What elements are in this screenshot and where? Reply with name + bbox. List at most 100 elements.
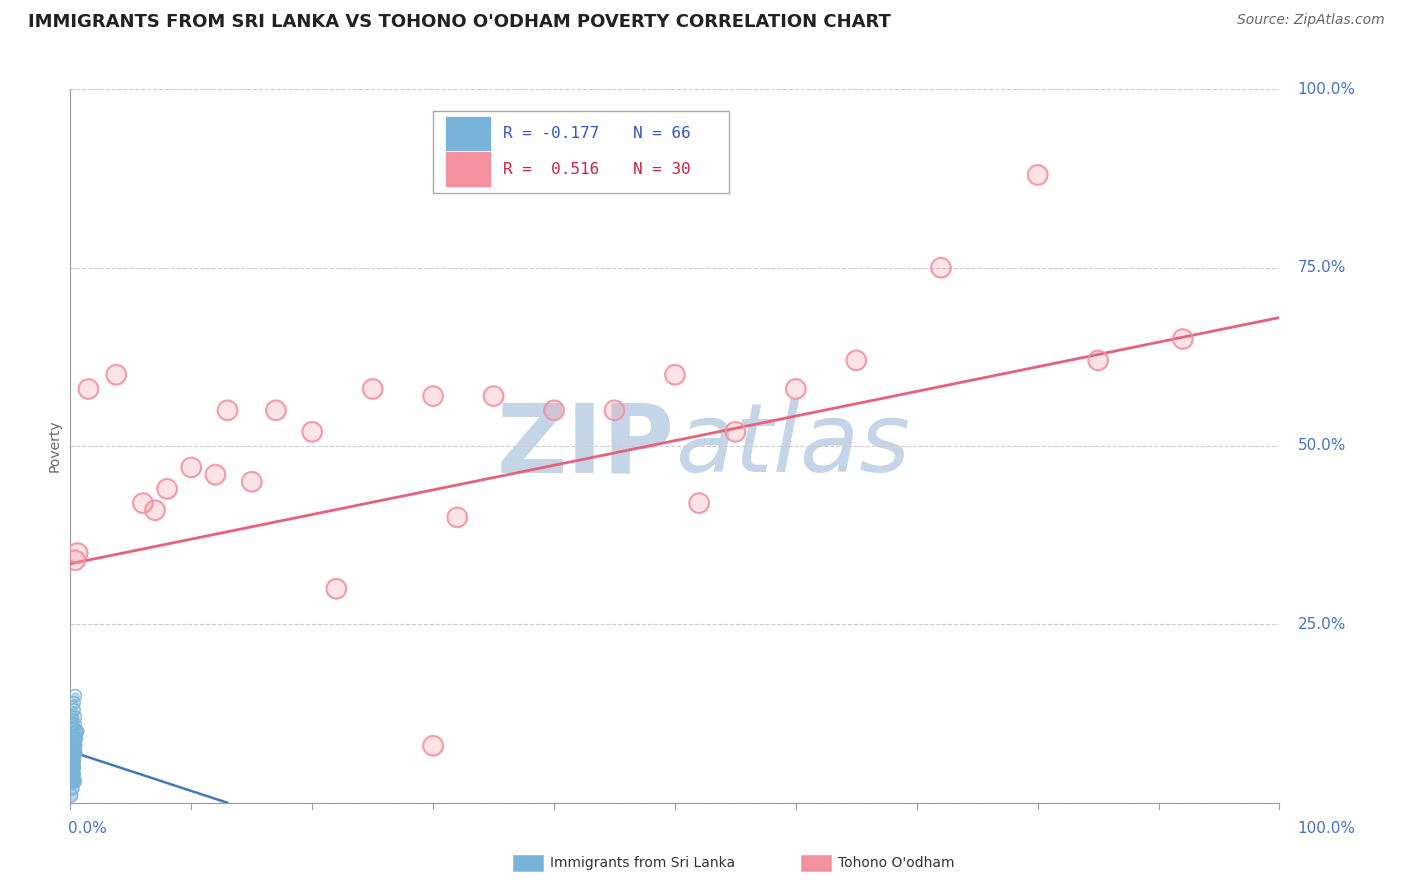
Point [301, 425, 323, 439]
Point [63, 739, 86, 753]
Point [482, 389, 505, 403]
Point [180, 460, 202, 475]
Point [63, 753, 86, 767]
Point [63, 717, 86, 731]
Point [62, 717, 84, 731]
Point [60, 774, 83, 789]
Point [63, 774, 86, 789]
Point [63, 731, 86, 746]
Point [325, 582, 347, 596]
Point [482, 389, 505, 403]
Point [62, 760, 84, 774]
Point [63, 760, 86, 774]
Point [63, 689, 86, 703]
Point [361, 382, 384, 396]
Point [1026, 168, 1049, 182]
Point [63, 753, 86, 767]
Point [240, 475, 263, 489]
Point [62, 753, 84, 767]
FancyBboxPatch shape [446, 152, 491, 187]
Point [63, 696, 86, 710]
Point [143, 503, 166, 517]
Point [77, 382, 100, 396]
Point [63, 739, 86, 753]
Point [62, 767, 84, 781]
Point [62, 717, 84, 731]
Point [62, 767, 84, 781]
Point [204, 467, 226, 482]
Point [1087, 353, 1109, 368]
Point [63, 760, 86, 774]
Point [63, 753, 86, 767]
Point [63, 739, 86, 753]
Text: Tohono O'odham: Tohono O'odham [838, 856, 955, 871]
Point [63, 696, 86, 710]
Text: 100.0%: 100.0% [1298, 821, 1355, 836]
Point [63, 689, 86, 703]
Point [63, 739, 86, 753]
Point [422, 389, 444, 403]
Point [62, 760, 84, 774]
Point [132, 496, 155, 510]
Point [785, 382, 807, 396]
Point [63, 753, 86, 767]
Point [422, 739, 444, 753]
Point [63, 774, 86, 789]
Point [63, 760, 86, 774]
Point [325, 582, 347, 596]
Point [664, 368, 686, 382]
Point [62, 760, 84, 774]
Point [105, 368, 128, 382]
Point [60, 789, 83, 803]
Point [63, 746, 86, 760]
Point [60, 789, 83, 803]
Point [63, 760, 86, 774]
Point [63, 746, 86, 760]
Point [63, 774, 86, 789]
Point [63, 731, 86, 746]
Point [62, 767, 84, 781]
Point [156, 482, 179, 496]
Point [62, 774, 84, 789]
Text: 25.0%: 25.0% [1298, 617, 1346, 632]
Point [62, 767, 84, 781]
Point [63, 746, 86, 760]
Point [63, 746, 86, 760]
Text: R = -0.177: R = -0.177 [503, 126, 599, 141]
Point [63, 739, 86, 753]
Point [63, 774, 86, 789]
Text: 50.0%: 50.0% [1298, 439, 1346, 453]
Point [63, 746, 86, 760]
Point [217, 403, 239, 417]
Point [63, 710, 86, 724]
Point [63, 753, 86, 767]
Point [62, 760, 84, 774]
Point [63, 746, 86, 760]
Point [65, 731, 87, 746]
Point [63, 774, 86, 789]
Point [63, 739, 86, 753]
Point [62, 767, 84, 781]
Text: Immigrants from Sri Lanka: Immigrants from Sri Lanka [550, 856, 735, 871]
Point [62, 774, 84, 789]
Text: ZIP: ZIP [496, 400, 675, 492]
Point [63, 753, 86, 767]
Point [446, 510, 468, 524]
Point [77, 382, 100, 396]
Point [63, 767, 86, 781]
Point [63, 703, 86, 717]
Point [63, 753, 86, 767]
Point [62, 760, 84, 774]
Point [63, 739, 86, 753]
Point [63, 739, 86, 753]
Point [62, 767, 84, 781]
Point [63, 760, 86, 774]
Point [63, 739, 86, 753]
Point [62, 774, 84, 789]
Point [63, 703, 86, 717]
Text: N = 30: N = 30 [633, 161, 690, 177]
Point [63, 774, 86, 789]
Point [240, 475, 263, 489]
Point [63, 746, 86, 760]
Point [688, 496, 710, 510]
